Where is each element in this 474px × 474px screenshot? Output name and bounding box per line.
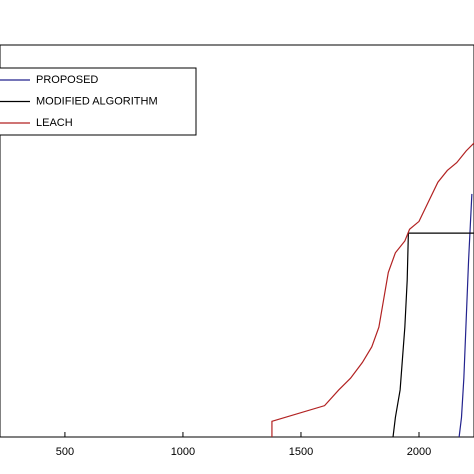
legend-label: MODIFIED ALGORITHM	[36, 95, 158, 107]
series-line	[458, 193, 473, 438]
x-tick-label: 1500	[289, 446, 313, 458]
x-tick-label: 2000	[407, 446, 431, 458]
series-line	[392, 232, 474, 438]
x-tick-label: 500	[56, 446, 74, 458]
x-tick-label: 1000	[171, 446, 195, 458]
series-line	[271, 142, 474, 437]
legend-label: LEACH	[36, 117, 73, 129]
legend-box	[0, 67, 197, 136]
legend-label: PROPOSED	[36, 74, 98, 86]
